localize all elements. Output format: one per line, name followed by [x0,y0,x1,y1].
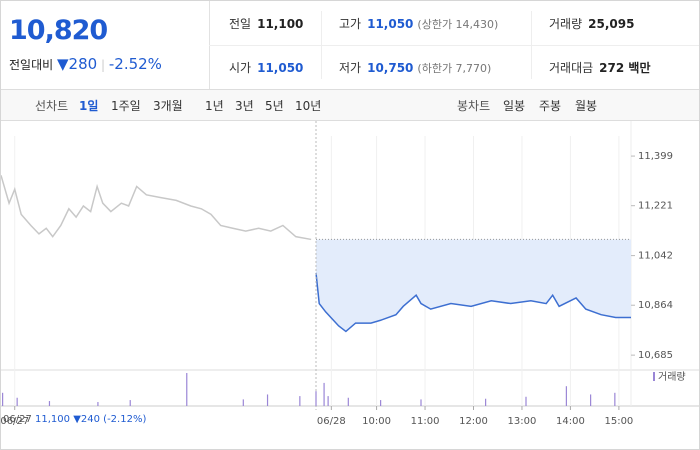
tab-label: 선차트 [35,99,69,113]
y-tick-label: 11,399 [638,151,673,162]
stat: 시가 11,050 [229,59,303,76]
stat-value: 10,750 [367,61,414,75]
y-tick-label: 10,685 [638,350,673,361]
price-line [1,175,312,241]
stat-label: 고가 [339,17,362,31]
stat-label: 거래대금 [549,61,594,75]
stat: 거래대금 272 백만 [549,59,650,76]
footer-rate: (-2.12%) [103,414,147,425]
change-rate: -2.52% [108,55,162,73]
divider [209,45,699,46]
candle-tab[interactable]: 주봉 [539,99,562,113]
x-tick-label: 15:00 [604,416,633,427]
x-tick-label: 14:00 [556,416,585,427]
stat-note: (하한가 7,770) [417,62,492,75]
divider [321,11,322,79]
x-tick-label: 06/27 [1,416,29,427]
candle-tab[interactable]: 일봉 [503,99,526,113]
chart: 06/27 06/28 10:00 11:00 12:00 13:00 14:00 15:00… [1,121,699,427]
stat-value: 11,050 [367,17,414,31]
stat-value: 11,050 [257,61,304,75]
stat-note: (상한가 14,430) [417,18,499,31]
stat: 전일 11,100 [229,15,303,32]
divider [531,11,532,79]
area [316,239,631,332]
current-price: 10,820 [9,15,108,46]
change-value: ▼280 [57,55,98,73]
x-tick-label: 10:00 [362,416,391,427]
y-tick-label: 10,864 [638,300,673,311]
stat-label: 시가 [229,61,252,75]
change: 전일대비 ▼280 | -2.52% [9,55,162,73]
x-tick-label: 11:00 [411,416,440,427]
period-tab[interactable]: 1일 [79,99,99,113]
price-line [315,272,631,333]
x-tick-label: 12:00 [459,416,488,427]
change-label: 전일대비 [9,58,54,72]
stat-value: 11,100 [257,17,304,31]
stat: 고가 11,050 (상한가 14,430) [339,15,498,32]
y-tick-label: 11,042 [638,251,673,262]
tab-label: 봉차트 [457,99,491,113]
footer-change: ▼240 [73,414,100,425]
stat-value: 272 백만 [599,61,651,75]
stat-label: 저가 [339,61,362,75]
period-tab[interactable]: 3년 [235,99,254,113]
stat: 거래량 25,095 [549,15,634,32]
x-tick-label: 13:00 [508,416,537,427]
tab-bar [1,89,699,121]
period-tab[interactable]: 1주일 [111,99,141,113]
x-tick-label: 06/28 [317,416,346,427]
footer-date: 06/27 [3,414,32,425]
stat-label: 전일 [229,17,252,31]
y-tick-label: 11,221 [638,201,673,212]
footer: 06/27 11,100 ▼240 (-2.12%) [3,414,146,425]
candle-tab[interactable]: 월봉 [575,99,598,113]
period-tab[interactable]: 10년 [295,99,322,113]
period-tab[interactable]: 3개월 [153,99,183,113]
footer-close: 11,100 [35,414,71,425]
period-tab[interactable]: 5년 [265,99,284,113]
stat: 저가 10,750 (하한가 7,770) [339,59,491,76]
stat-label: 거래량 [549,17,583,31]
period-tab[interactable]: 1년 [205,99,224,113]
legend-swatch [653,372,655,381]
stat-value: 25,095 [588,17,635,31]
legend-label: 거래량 [658,371,686,383]
